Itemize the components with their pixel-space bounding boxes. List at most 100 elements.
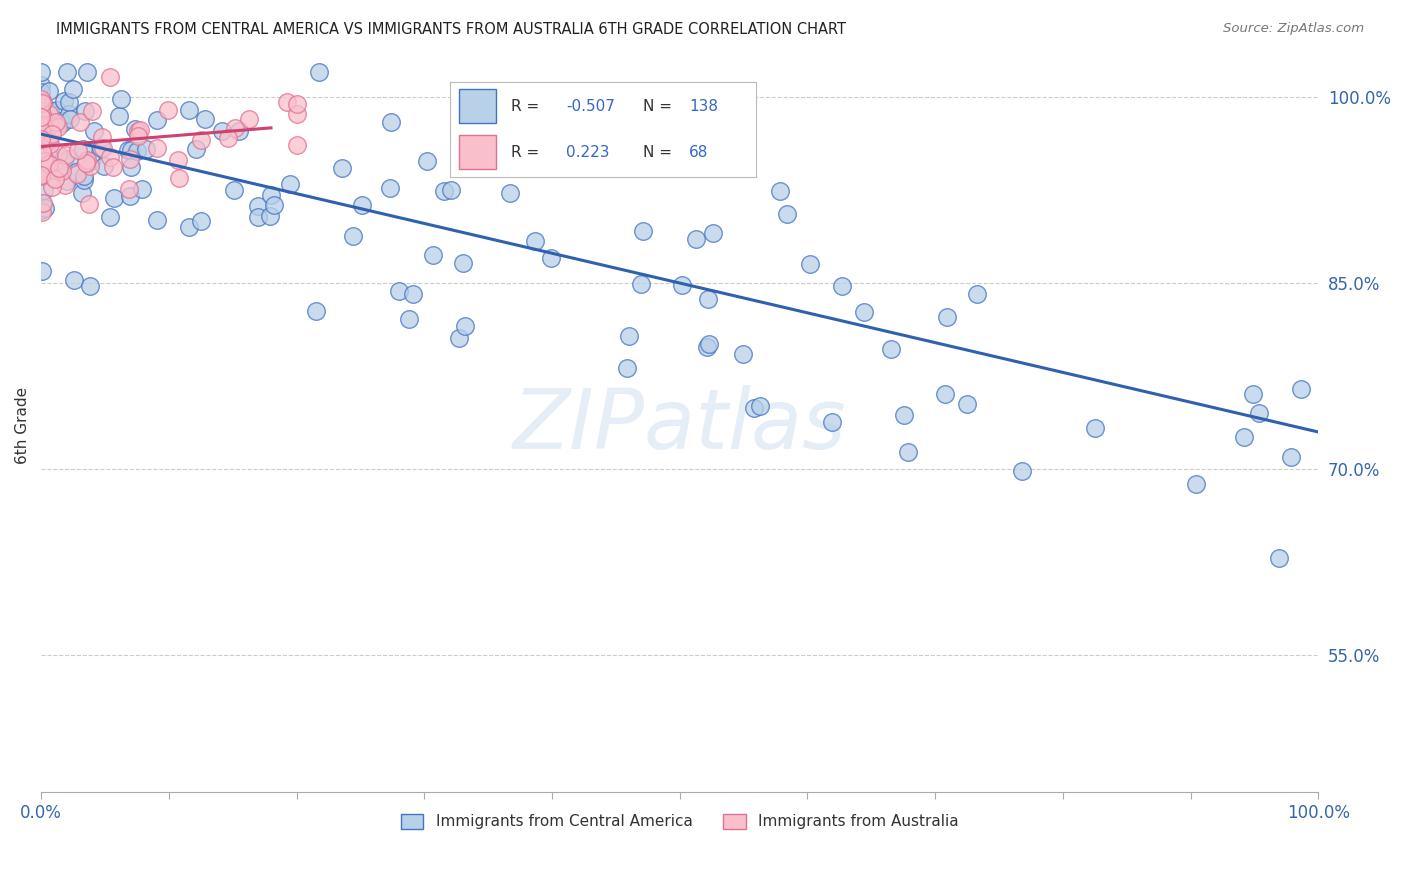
Point xyxy=(246,199,269,213)
Point xyxy=(190,213,212,227)
Point xyxy=(30,168,52,182)
Point xyxy=(831,278,853,293)
Point xyxy=(278,178,301,192)
Point xyxy=(58,95,80,109)
Point xyxy=(75,155,97,169)
Point xyxy=(31,118,53,132)
Point xyxy=(308,65,330,79)
Point xyxy=(699,337,721,351)
Point xyxy=(30,169,52,183)
Point xyxy=(246,210,269,224)
Point xyxy=(31,196,53,211)
Point xyxy=(32,164,55,178)
Point xyxy=(259,209,281,223)
Point xyxy=(127,124,149,138)
Point xyxy=(35,162,58,177)
Point xyxy=(499,186,522,201)
Point xyxy=(72,142,94,156)
Point xyxy=(91,130,114,145)
Point xyxy=(31,111,53,125)
Point xyxy=(799,257,821,271)
Point xyxy=(517,153,540,168)
Point xyxy=(285,107,308,121)
Point xyxy=(31,141,53,155)
Point xyxy=(118,189,141,203)
Point xyxy=(38,107,60,121)
Point xyxy=(103,160,125,174)
Point xyxy=(30,203,52,218)
Point xyxy=(380,181,402,195)
Point xyxy=(35,134,58,148)
Point xyxy=(30,134,52,148)
Point xyxy=(34,145,56,160)
Point xyxy=(79,278,101,293)
Text: IMMIGRANTS FROM CENTRAL AMERICA VS IMMIGRANTS FROM AUSTRALIA 6TH GRADE CORRELATI: IMMIGRANTS FROM CENTRAL AMERICA VS IMMIG… xyxy=(56,22,846,37)
Point xyxy=(685,232,707,246)
Point xyxy=(1241,387,1264,401)
Point xyxy=(32,153,55,168)
Point xyxy=(30,124,52,138)
Point xyxy=(440,184,463,198)
Point xyxy=(135,142,157,156)
Point xyxy=(350,198,373,212)
Point xyxy=(31,196,53,211)
Point xyxy=(55,65,77,79)
Point xyxy=(1185,476,1208,491)
Point xyxy=(1291,383,1313,397)
Point xyxy=(77,197,100,211)
Point xyxy=(449,331,471,345)
Point xyxy=(41,179,63,194)
Point xyxy=(1011,464,1033,478)
Point xyxy=(222,183,245,197)
Point xyxy=(398,312,420,326)
Point xyxy=(31,160,53,174)
Point xyxy=(73,169,96,183)
Point xyxy=(671,277,693,292)
Point xyxy=(31,103,53,117)
Point xyxy=(76,153,98,168)
Point xyxy=(238,112,260,127)
Point xyxy=(31,264,53,278)
Point xyxy=(31,112,53,127)
Point xyxy=(79,159,101,173)
Point xyxy=(98,70,121,84)
Point xyxy=(83,124,105,138)
Point xyxy=(117,143,139,157)
Point xyxy=(702,226,724,240)
Point xyxy=(55,147,77,161)
Point xyxy=(39,118,62,132)
Point xyxy=(821,416,844,430)
Point xyxy=(897,444,920,458)
Point xyxy=(37,147,59,161)
Point xyxy=(75,103,97,118)
Point xyxy=(30,85,52,99)
Point xyxy=(73,173,96,187)
Point xyxy=(125,144,148,158)
Point xyxy=(98,150,121,164)
Text: Source: ZipAtlas.com: Source: ZipAtlas.com xyxy=(1223,22,1364,36)
Point xyxy=(58,107,80,121)
Point xyxy=(39,137,62,152)
Point xyxy=(49,114,72,128)
Point xyxy=(422,247,444,261)
Point xyxy=(696,341,718,355)
Point xyxy=(91,141,114,155)
Point xyxy=(48,161,70,176)
Point xyxy=(696,292,718,306)
Point xyxy=(893,409,915,423)
Point xyxy=(177,103,200,117)
Point xyxy=(127,128,149,143)
Point xyxy=(53,94,76,108)
Point xyxy=(52,153,75,168)
Point xyxy=(30,145,52,160)
Point xyxy=(276,95,298,109)
Point xyxy=(62,273,84,287)
Point xyxy=(31,145,53,159)
Point xyxy=(380,115,402,129)
Point xyxy=(177,220,200,235)
Point xyxy=(89,141,111,155)
Point xyxy=(51,164,73,178)
Point xyxy=(69,115,91,129)
Point xyxy=(38,157,60,171)
Point xyxy=(451,255,474,269)
